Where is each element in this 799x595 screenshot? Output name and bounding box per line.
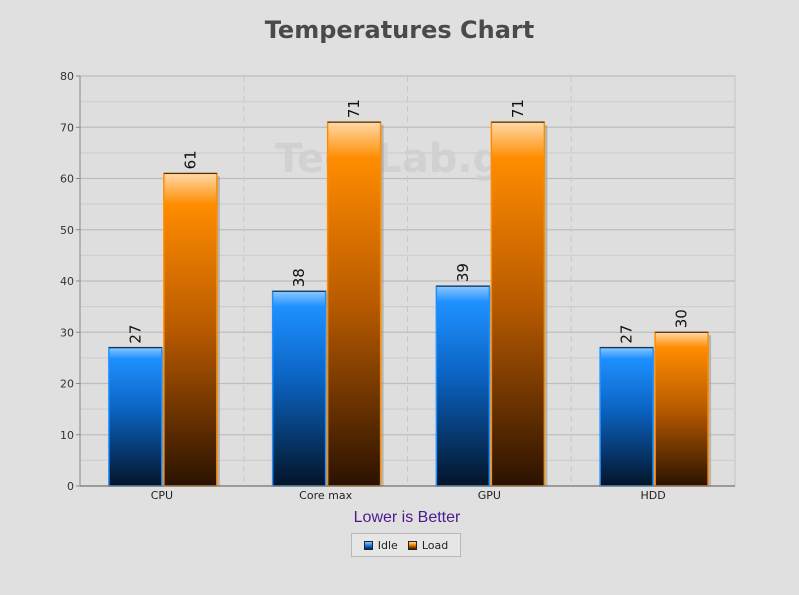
bar-idle-hdd — [599, 346, 654, 487]
y-tick-label: 50 — [60, 224, 74, 237]
data-label: 71 — [345, 99, 363, 118]
data-label: 27 — [126, 325, 144, 344]
data-label: 38 — [290, 268, 308, 287]
bar-load-core-max — [326, 121, 382, 487]
x-tick-label: CPU — [151, 489, 173, 502]
y-tick-label: 30 — [60, 326, 74, 339]
chart-title: Temperatures Chart — [264, 16, 535, 44]
y-tick-label: 80 — [60, 70, 74, 83]
legend-swatch-load — [407, 540, 417, 550]
bar-idle-core-max — [271, 290, 327, 487]
x-tick-label: GPU — [478, 489, 501, 502]
bar-idle-cpu — [108, 346, 163, 487]
y-tick-label: 60 — [60, 173, 74, 186]
x-axis-title: Lower is Better — [354, 509, 461, 526]
x-tick-label: Core max — [299, 489, 352, 502]
data-label: 61 — [181, 150, 199, 169]
y-tick-label: 20 — [60, 378, 74, 391]
legend-label-load: Load — [421, 538, 449, 552]
y-tick-label: 70 — [60, 121, 74, 134]
bar-idle-gpu — [435, 285, 491, 487]
legend-label-idle: Idle — [377, 538, 398, 552]
data-label: 27 — [618, 325, 636, 344]
data-label: 30 — [673, 309, 691, 328]
x-tick-label: HDD — [641, 489, 666, 502]
data-label: 71 — [509, 99, 527, 118]
bar-load-hdd — [654, 331, 709, 487]
y-tick-label: 10 — [60, 429, 74, 442]
legend-item-load: Load — [407, 538, 449, 552]
data-label: 39 — [454, 263, 472, 282]
legend: Idle Load — [351, 533, 461, 557]
legend-swatch-idle — [363, 540, 373, 550]
bar-load-cpu — [163, 172, 218, 487]
legend-item-idle: Idle — [363, 538, 398, 552]
watermark-logo: TechLab.gr — [275, 136, 521, 182]
y-tick-label: 0 — [67, 480, 74, 493]
y-tick-label: 40 — [60, 275, 74, 288]
bar-load-gpu — [490, 121, 546, 487]
